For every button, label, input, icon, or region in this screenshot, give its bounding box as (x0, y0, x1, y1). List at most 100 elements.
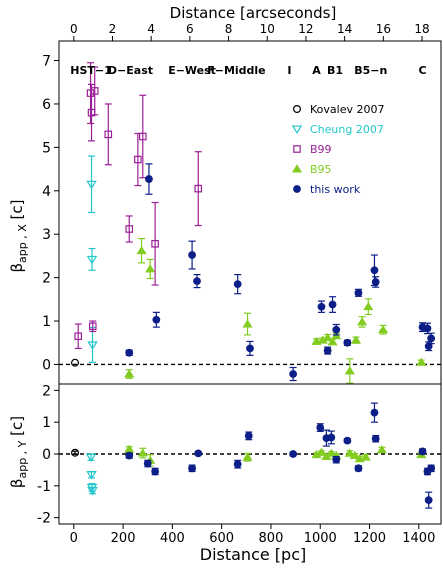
data-point (71, 358, 80, 367)
data-point (125, 348, 134, 357)
lower-ylabel-main: β (8, 479, 26, 489)
upper-y-tick-label: 3 (42, 227, 51, 243)
data-point (316, 447, 327, 456)
legend: Kovalev 2007 Cheung 2007 B99 B95 this work (291, 103, 384, 196)
upper-series-thiswork (125, 163, 436, 382)
lower-series-b95 (124, 444, 427, 467)
data-point (242, 319, 253, 328)
data-point (86, 471, 97, 480)
x-tick-label: 400 (160, 531, 185, 546)
data-point (418, 447, 427, 456)
top-x-tick-label: 12 (298, 22, 313, 36)
feature-label: B5−n (354, 64, 387, 77)
lower-series-kovalev (71, 448, 80, 457)
lower-series-cheung (85, 453, 98, 496)
data-point (90, 87, 99, 95)
data-point (371, 278, 380, 286)
upper-series-b99 (74, 62, 203, 349)
lower-y-tick-label: 1 (42, 415, 51, 431)
data-point (233, 460, 242, 469)
data-point (188, 251, 196, 259)
lower-y-tick-label: 0 (42, 447, 51, 463)
data-point (136, 245, 147, 255)
feature-label: HST−1 (70, 64, 112, 77)
data-point (145, 175, 153, 183)
upper-y-tick-label: 7 (42, 54, 51, 70)
data-point (86, 255, 98, 265)
top-x-tick-label: 16 (376, 22, 391, 36)
legend-marker (293, 145, 301, 153)
data-point (427, 334, 436, 343)
upper-y-tick-label: 6 (42, 97, 51, 113)
legend-marker (291, 125, 303, 134)
upper-series-cheung (86, 155, 98, 363)
data-point (104, 130, 113, 139)
legend-item-b95: B95 (291, 163, 332, 176)
data-point (376, 445, 387, 454)
bottom-axis-label: Distance [pc] (200, 545, 306, 564)
data-point (317, 302, 326, 311)
data-point (416, 357, 427, 366)
data-point (125, 451, 134, 460)
upper-series-b95 (124, 237, 427, 384)
data-point (343, 436, 352, 445)
data-point (194, 449, 203, 458)
data-point (246, 344, 254, 353)
data-point (233, 280, 242, 289)
data-point (289, 450, 298, 458)
x-tick-label: 800 (259, 531, 284, 546)
data-point (424, 342, 433, 351)
upper-y-axis-label: βapp , X [c] (8, 199, 29, 272)
top-x-tick-label: 4 (147, 22, 155, 36)
feature-label: A (312, 64, 321, 77)
data-point (86, 180, 97, 190)
data-point (289, 370, 298, 378)
top-axis-label: Distance [arcseconds] (170, 4, 337, 22)
legend-label: B99 (310, 143, 332, 156)
x-tick-label: 1200 (353, 531, 386, 546)
feature-label: C (418, 64, 426, 77)
data-point (323, 346, 332, 355)
data-point (316, 423, 325, 432)
upper-ylabel-sub: app , X (16, 224, 29, 263)
upper-y-tick-label: 0 (42, 357, 51, 373)
svg-text:βapp , Y [c]: βapp , Y [c] (8, 416, 29, 488)
feature-label: D−East (108, 64, 153, 77)
data-point (145, 264, 156, 273)
data-point (138, 132, 147, 141)
top-x-tick-label: 14 (337, 22, 352, 36)
legend-item-thiswork: this work (293, 183, 361, 196)
top-x-tick-label: 8 (225, 22, 233, 36)
data-point (86, 89, 95, 97)
data-point (71, 448, 80, 457)
data-point (354, 464, 363, 473)
data-point (244, 431, 253, 440)
data-point (343, 338, 352, 347)
lower-y-axis-label: βapp , Y [c] (8, 416, 29, 488)
upper-y-tick-label: 1 (42, 314, 51, 330)
lower-ylabel-unit: [c] (8, 416, 26, 441)
data-point (327, 337, 338, 346)
lower-y-tick-label: -2 (37, 511, 51, 527)
data-point (327, 433, 336, 442)
legend-marker (291, 164, 303, 173)
feature-label: B1 (327, 64, 343, 77)
data-point (152, 315, 161, 324)
feature-label: F−Middle (207, 64, 265, 77)
lower-series-thiswork (125, 402, 436, 509)
upper-ylabel-unit: [c] (8, 199, 26, 224)
data-point (424, 496, 433, 505)
data-point (350, 335, 362, 344)
legend-item-cheung: Cheung 2007 (291, 123, 384, 136)
x-tick-label: 0 (70, 531, 78, 546)
x-tick-label: 200 (111, 531, 136, 546)
data-point (370, 408, 379, 417)
legend-label: B95 (310, 163, 332, 176)
top-x-tick-label: 2 (109, 22, 117, 36)
data-point (124, 369, 135, 378)
legend-label: this work (310, 183, 361, 196)
data-point (344, 448, 355, 457)
data-point (363, 301, 374, 311)
data-point (349, 450, 360, 460)
